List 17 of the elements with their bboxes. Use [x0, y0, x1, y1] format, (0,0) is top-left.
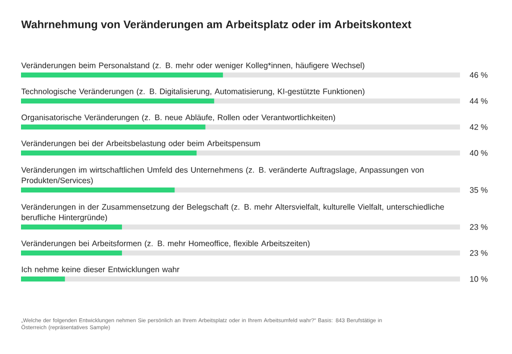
y-tick-label: Veränderungen beim Personalstand (z. B. mehr oder weniger Kolleg*innen, häufigere Wechsel) [21, 62, 364, 70]
data-label: 23 % [470, 250, 488, 256]
data-label: 10 % [470, 276, 488, 282]
y-tick-label: Veränderungen bei der Arbeitsbelastung oder beim Arbeitspensum [21, 140, 260, 148]
y-tick-label: Technologische Veränderungen (z. B. Digitalisierung, Automatisierung, KI-gestützte Funktionen) [21, 88, 364, 96]
y-tick-label: Ich nehme keine dieser Entwicklungen wahr [22, 266, 180, 274]
data-label: 42 % [470, 124, 488, 130]
data-label: 35 % [470, 187, 488, 193]
y-tick-label: Veränderungen in der Zusammensetzung der Belegschaft (z. B. mehr Altersvielfalt, kulturelle Vielfalt, unterschiedliche berufliche Hintergründe) [21, 204, 444, 222]
y-tick-label: Organisatorische Veränderungen (z. B. neue Abläufe, Rollen oder Verantwortlichkeiten) [22, 114, 336, 122]
data-label: 40 % [470, 150, 488, 156]
y-tick-label: Veränderungen im wirtschaftlichen Umfeld des Unternehmens (z. B. veränderte Auftragslage, Anpassungen von Produkten/Services) [21, 166, 424, 185]
y-tick-label: Veränderungen bei Arbeitsformen (z. B. mehr Homeoffice, flexible Arbeitszeiten) [21, 240, 310, 248]
data-label: 46 % [470, 72, 488, 78]
chart-title: Wahrnehmung von Veränderungen am Arbeitsplatz oder im Arbeitskontext [21, 20, 412, 31]
data-label: 44 % [470, 98, 488, 104]
data-label: 23 % [470, 224, 488, 230]
